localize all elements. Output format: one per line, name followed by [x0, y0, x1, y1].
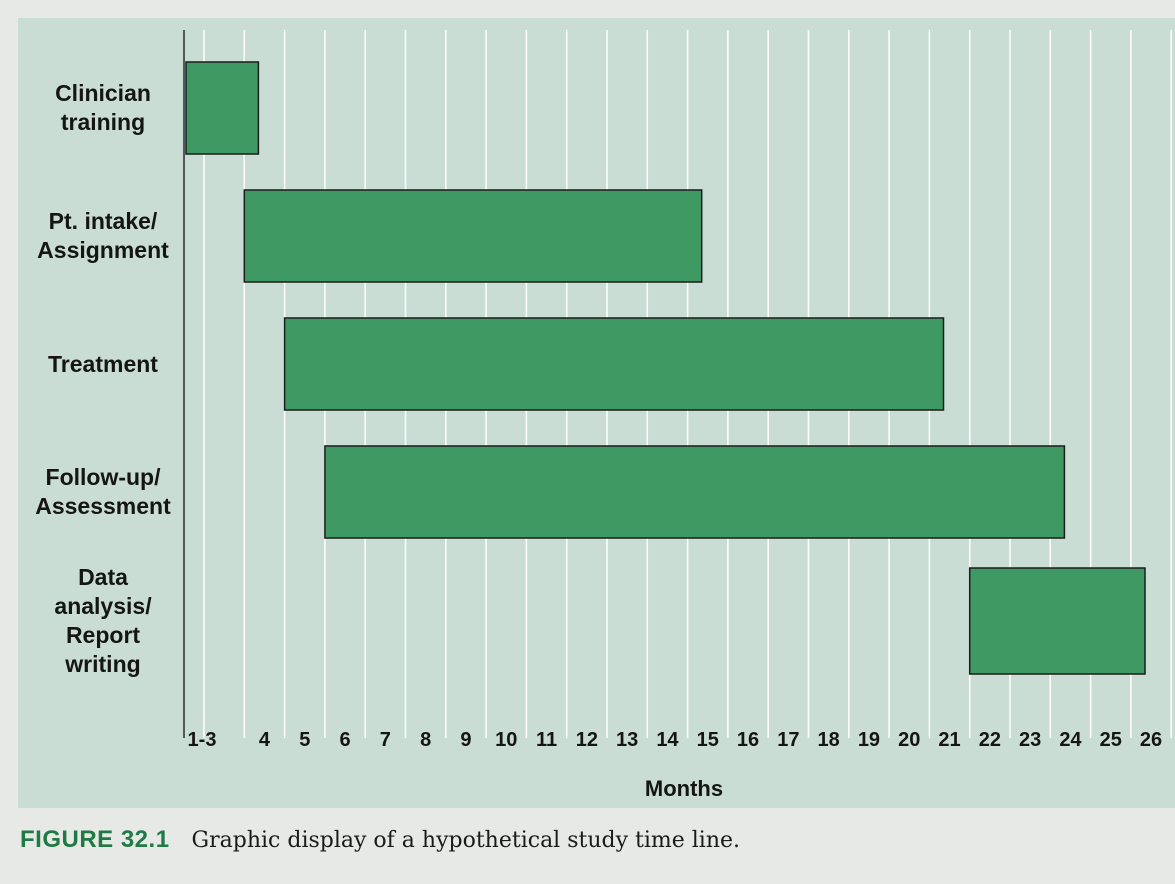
x-tick-label: 4 [259, 729, 271, 751]
x-tick-label: 8 [420, 729, 431, 751]
x-tick-label: 9 [460, 729, 471, 751]
x-tick-label: 11 [536, 729, 557, 751]
x-tick-label: 6 [339, 729, 350, 751]
x-tick-label: 15 [697, 729, 719, 751]
figure-panel: 1-3 4 5 6 7 8 9 10 11 12 13 14 15 16 17 18 19 20 21 22 23 24 2… [18, 18, 1175, 808]
task-bar [283, 317, 945, 411]
task-label: Treatment [48, 350, 158, 377]
x-tick-label: 14 [656, 729, 679, 751]
x-tick-label: 22 [979, 729, 1001, 751]
caption-text: Graphic display of a hypothetical study … [191, 828, 741, 853]
gantt-chart: 1-3 4 5 6 7 8 9 10 11 12 13 14 15 16 17 18 19 20 21 22 23 24 2… [183, 30, 1172, 751]
x-axis-title: Months [644, 776, 724, 801]
bar-layer [185, 61, 1146, 675]
task-label: Data analysis/ Report writing [54, 564, 152, 677]
task-bar [185, 61, 260, 155]
x-tick-label: 5 [299, 729, 310, 751]
x-tick-label: 1-3 [188, 729, 217, 751]
x-tick-label: 17 [777, 729, 799, 751]
task-label: Clinician training [55, 80, 151, 135]
x-tick-label: 10 [495, 729, 517, 751]
x-tick-label: 20 [898, 729, 920, 751]
x-tick-label: 16 [737, 729, 759, 751]
x-tick-label: 13 [616, 729, 638, 751]
figure-label: FIGURE 32.1 [20, 826, 170, 853]
task-bar [968, 567, 1146, 675]
task-label: Follow-up/ Assessment [35, 464, 171, 519]
tick-layer: 1-3 4 5 6 7 8 9 10 11 12 13 14 15 16 17 18 19 20 21 22 23 24 2… [188, 729, 1163, 751]
task-bar [324, 445, 1066, 539]
x-tick-label: 19 [858, 729, 880, 751]
figure-caption: FIGURE 32.1 Graphic display of a hypothet… [20, 826, 1120, 854]
x-tick-label: 12 [576, 729, 598, 751]
x-tick-label: 7 [380, 729, 391, 751]
task-bar [243, 189, 703, 283]
x-tick-label: 26 [1140, 729, 1162, 751]
x-tick-label: 24 [1059, 729, 1082, 751]
x-tick-label: 21 [938, 729, 960, 751]
task-label: Pt. intake/ Assignment [37, 208, 169, 263]
x-tick-label: 18 [818, 729, 840, 751]
x-tick-label: 25 [1100, 729, 1122, 751]
x-tick-label: 23 [1019, 729, 1041, 751]
